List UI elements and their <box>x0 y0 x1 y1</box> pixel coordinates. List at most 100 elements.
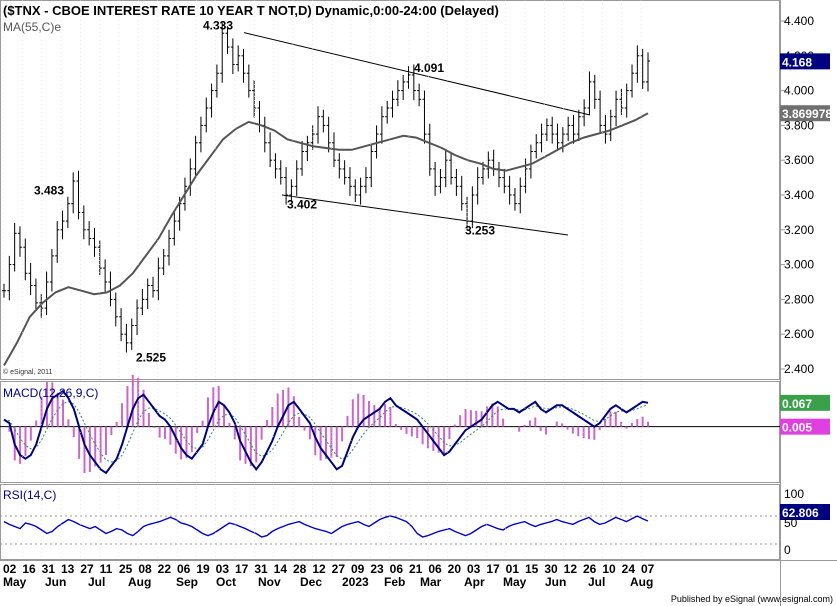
copyright-note: © eSignal, 2011 <box>3 368 53 376</box>
price-panel <box>0 0 780 380</box>
price-bar <box>358 177 363 205</box>
price-bar <box>427 123 432 176</box>
y-tick-label-8: 2.800 <box>784 292 814 306</box>
x-tick-label-23: 20 <box>448 562 462 576</box>
price-bar <box>587 71 592 115</box>
price-bar <box>438 168 443 194</box>
price-bar <box>550 116 555 144</box>
macd-histogram-badge-bg <box>780 418 830 435</box>
price-bar <box>278 160 283 185</box>
price-bar <box>97 240 102 276</box>
macd-line <box>3 389 649 475</box>
price-bar <box>630 64 635 98</box>
price-bar <box>241 48 246 83</box>
x-month-label-2: Jul <box>88 575 105 589</box>
x-tick-label-18: 09 <box>351 562 365 576</box>
macd-panel <box>0 381 780 483</box>
x-month-label-15: Aug <box>630 575 653 589</box>
price-bar <box>17 226 22 257</box>
price-bar <box>156 257 161 301</box>
x-tick-label-9: 06 <box>177 562 191 576</box>
price-bar <box>119 308 124 342</box>
price-bar <box>198 116 203 153</box>
price-bar <box>44 271 49 316</box>
ma-value-badge-bg <box>780 105 830 122</box>
price-bar <box>411 64 416 101</box>
ma-label: MA(55,C)e <box>3 20 61 34</box>
x-tick-label-3: 13 <box>61 562 75 576</box>
x-tick-label-5: 11 <box>100 562 113 576</box>
price-bar <box>486 151 491 179</box>
price-bar <box>385 101 390 124</box>
price-bar <box>342 160 347 185</box>
price-bar <box>246 64 251 98</box>
price-bar <box>49 248 54 292</box>
last-price-badge: 4.168 <box>782 55 812 69</box>
price-bar <box>592 74 597 109</box>
y-tick-label-6: 3.200 <box>784 223 814 237</box>
x-month-label-0: May <box>3 575 27 589</box>
x-month-label-8: 2023 <box>342 575 369 589</box>
price-bar <box>507 175 512 205</box>
price-annotation-0: 3.483 <box>34 184 64 198</box>
price-bar <box>135 299 140 336</box>
x-month-label-4: Sep <box>176 575 198 589</box>
price-bar <box>624 83 629 118</box>
x-month-label-11: Apr <box>464 575 485 589</box>
macd-label: MACD(12,26,9,C) <box>3 386 98 400</box>
x-month-label-7: Dec <box>300 575 322 589</box>
x-tick-label-7: 08 <box>138 562 152 576</box>
price-bar <box>305 135 310 162</box>
price-bar <box>316 106 321 144</box>
x-month-label-13: Jun <box>545 575 566 589</box>
price-bar <box>166 229 171 266</box>
rsi-tick-label-1: 50 <box>784 516 798 530</box>
price-bar <box>598 90 603 133</box>
support-trendline <box>281 194 569 236</box>
x-tick-label-24: 03 <box>467 562 481 576</box>
x-tick-label-8: 22 <box>158 562 172 576</box>
price-annotation-3: 3.402 <box>287 198 317 212</box>
price-bar <box>337 153 342 179</box>
price-bar <box>326 116 331 153</box>
price-bar <box>65 196 70 229</box>
x-month-label-10: Mar <box>420 575 442 589</box>
price-bar <box>390 90 395 118</box>
x-tick-label-4: 27 <box>80 562 94 576</box>
x-tick-label-22: 06 <box>428 562 442 576</box>
resistance-trendline <box>243 32 591 116</box>
price-bar <box>140 288 145 316</box>
y-tick-label-9: 2.600 <box>784 327 814 341</box>
price-bar <box>369 144 374 188</box>
x-month-label-3: Aug <box>128 575 151 589</box>
price-bar <box>12 222 17 272</box>
x-tick-label-6: 25 <box>119 562 133 576</box>
price-bar <box>108 271 113 307</box>
price-bar <box>321 109 326 133</box>
y-tick-label-0: 4.400 <box>784 14 814 28</box>
x-month-label-14: Jul <box>588 575 605 589</box>
rsi-line <box>3 515 649 538</box>
price-bar <box>475 167 480 205</box>
price-bar <box>145 278 150 309</box>
x-month-label-5: Oct <box>216 575 236 589</box>
price-bar <box>534 134 539 159</box>
price-bar <box>544 118 549 142</box>
ma-value-badge: 3.869978 <box>782 107 832 121</box>
x-tick-label-17: 27 <box>332 562 346 576</box>
x-tick-label-16: 12 <box>312 562 326 576</box>
price-bar <box>379 106 384 144</box>
x-month-label-9: Feb <box>384 575 405 589</box>
last-price-badge-bg <box>780 53 830 70</box>
price-bar <box>92 228 97 257</box>
rsi-label: RSI(14,C) <box>3 488 56 502</box>
price-bar <box>523 158 528 194</box>
price-bar <box>363 167 368 194</box>
x-month-label-12: May <box>503 575 527 589</box>
x-tick-label-0: 02 <box>3 562 17 576</box>
x-tick-label-31: 10 <box>602 562 616 576</box>
price-bar <box>294 160 299 196</box>
price-bar <box>300 141 305 176</box>
x-tick-label-20: 06 <box>390 562 404 576</box>
price-bar <box>395 80 400 107</box>
